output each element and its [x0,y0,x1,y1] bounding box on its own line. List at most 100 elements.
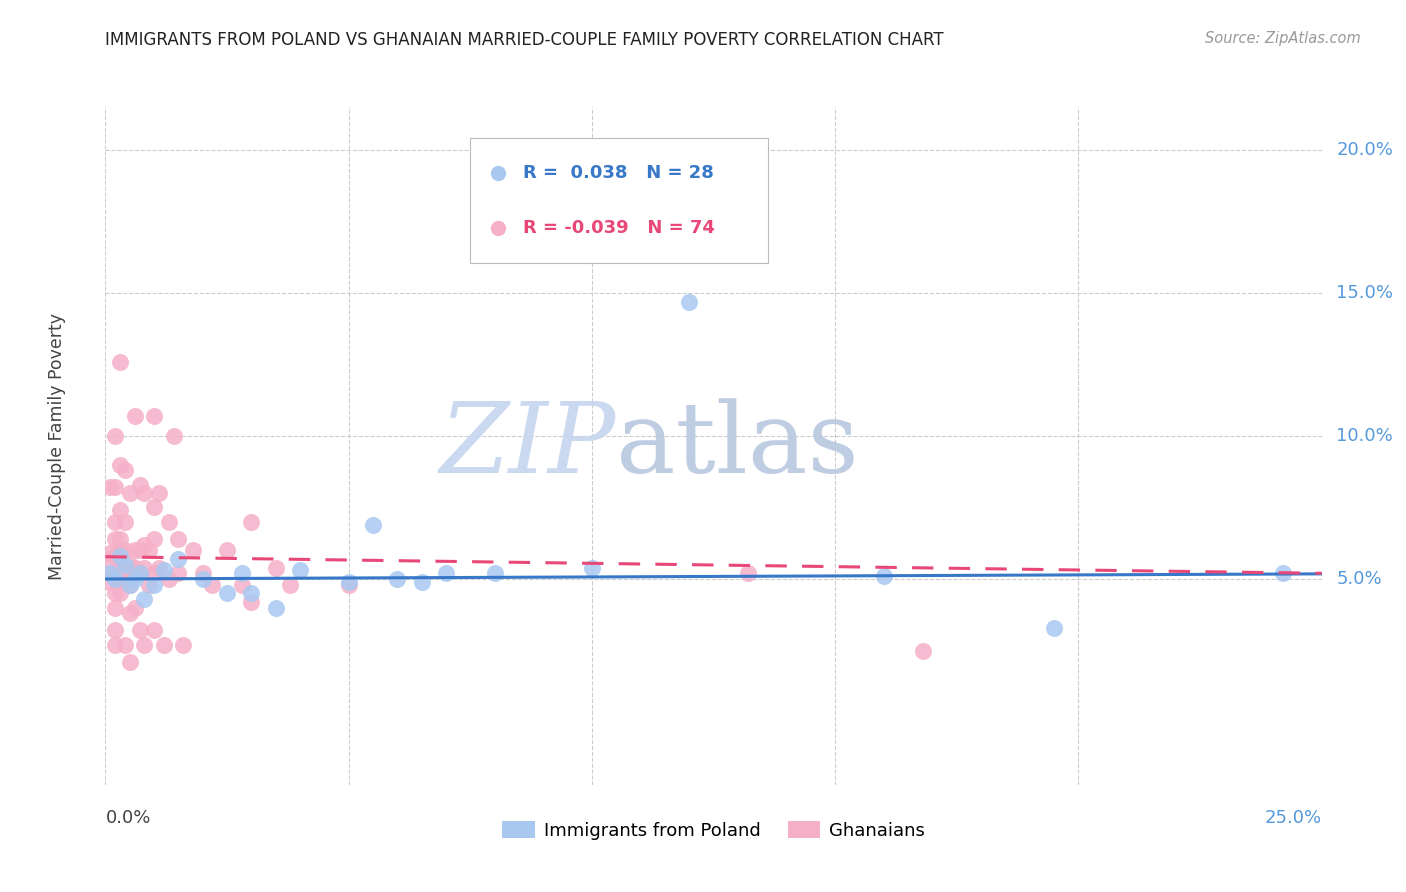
Text: Source: ZipAtlas.com: Source: ZipAtlas.com [1205,31,1361,46]
Point [108,560,131,574]
Point [114,560,136,574]
Point [737,566,759,581]
Point [118,655,141,669]
Text: 20.0%: 20.0% [1336,141,1393,159]
Point [157,515,180,529]
Point [434,566,457,581]
Text: atlas: atlas [616,398,859,494]
Point [138,578,160,592]
Point [167,552,190,566]
Point [911,643,934,657]
Point [143,409,166,423]
Text: 0.0%: 0.0% [105,809,150,827]
Point [104,429,127,443]
Point [104,515,127,529]
Text: R = -0.039   N = 74: R = -0.039 N = 74 [523,219,714,236]
FancyBboxPatch shape [470,137,768,263]
Point [104,624,127,638]
Text: ZIP: ZIP [440,399,616,493]
Point [181,543,204,558]
Text: 5.0%: 5.0% [1336,570,1382,588]
Point [108,354,131,368]
Point [124,600,146,615]
Point [98,480,121,494]
Point [124,572,146,586]
Point [143,566,166,581]
Point [128,543,150,558]
Point [98,552,121,566]
Point [143,578,166,592]
Point [124,409,146,423]
Point [108,543,131,558]
Point [278,578,301,592]
Point [128,566,150,581]
Point [98,546,121,560]
Point [217,543,239,558]
Point [157,572,180,586]
Point [138,543,160,558]
Point [104,600,127,615]
Point [581,560,603,574]
Point [104,480,127,494]
Point [143,500,166,515]
Point [118,558,141,572]
Point [153,638,176,652]
Point [231,566,253,581]
Point [128,624,150,638]
Point [118,578,141,592]
Point [167,532,190,546]
Point [148,486,170,500]
Point [108,586,131,600]
Text: IMMIGRANTS FROM POLAND VS GHANAIAN MARRIED-COUPLE FAMILY POVERTY CORRELATION CHA: IMMIGRANTS FROM POLAND VS GHANAIAN MARRI… [105,31,943,49]
Point [143,532,166,546]
Point [484,566,506,581]
Point [98,566,121,581]
Point [124,560,146,574]
Point [114,463,136,477]
Point [114,638,136,652]
Point [128,566,150,581]
Point [361,517,384,532]
Point [114,543,136,558]
Point [167,566,190,581]
Point [337,574,360,589]
Point [148,560,170,574]
Point [108,503,131,517]
Point [108,532,131,546]
Point [143,624,166,638]
Point [873,569,896,583]
Point [104,638,127,652]
Point [108,549,131,563]
Point [124,543,146,558]
Point [108,572,131,586]
Point [98,566,121,581]
Point [231,578,253,592]
Point [240,515,263,529]
Point [134,638,156,652]
Point [191,566,214,581]
Point [153,563,176,577]
Point [114,515,136,529]
Text: 10.0%: 10.0% [1336,427,1393,445]
Point [240,595,263,609]
Point [201,578,224,592]
Point [98,574,121,589]
Point [104,572,127,586]
Point [104,572,127,586]
Point [118,607,141,621]
Point [134,538,156,552]
Point [104,586,127,600]
Point [288,563,311,577]
Point [264,600,287,615]
Point [387,572,409,586]
Text: 25.0%: 25.0% [1264,809,1322,827]
Point [114,572,136,586]
Point [128,477,150,491]
Point [172,638,194,652]
Point [191,572,214,586]
Point [104,532,127,546]
Point [162,429,184,443]
Point [1043,621,1066,635]
Text: Married-Couple Family Poverty: Married-Couple Family Poverty [48,312,66,580]
Point [678,294,700,309]
